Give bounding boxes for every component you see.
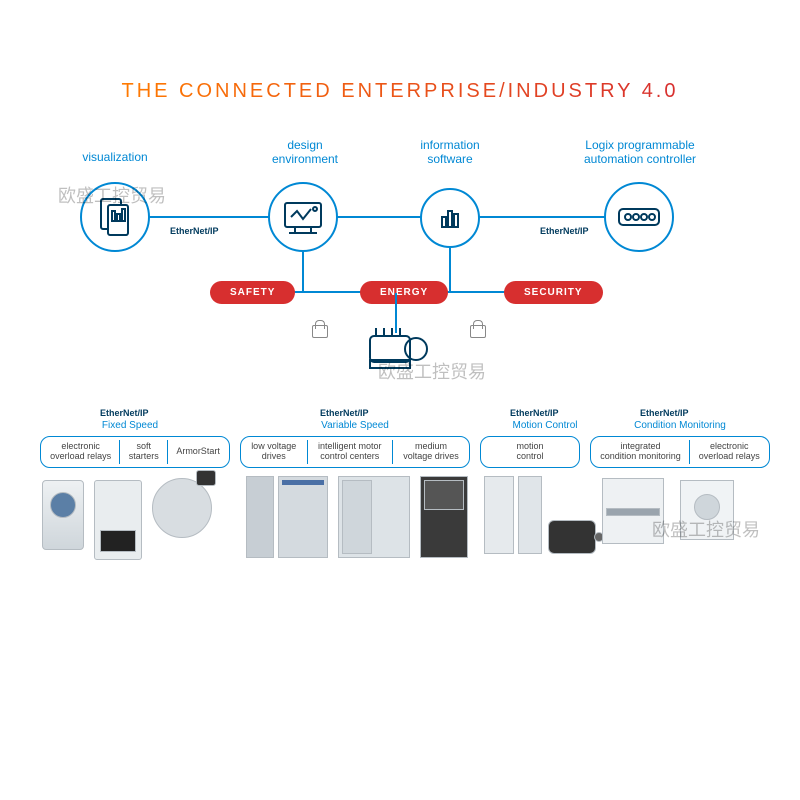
dev6-door — [342, 480, 372, 554]
label-design-env: designenvironment — [255, 138, 355, 167]
dev5 — [278, 476, 328, 558]
dev2-panel — [100, 530, 136, 552]
cat2: Variable Speed — [305, 420, 405, 431]
cat4: Condition Monitoring — [615, 420, 745, 431]
dev5-line — [282, 480, 324, 485]
dev8 — [484, 476, 514, 554]
logix-icon — [604, 182, 674, 252]
dev1-knob — [50, 492, 76, 518]
label-logix: Logix programmableautomation controller — [560, 138, 720, 167]
item-mv-drives: mediumvoltage drives — [397, 440, 465, 464]
item-soft-starter: softstarters — [123, 440, 165, 464]
enet-cat1: EtherNet/IP — [100, 408, 149, 418]
cat1: Fixed Speed — [90, 420, 170, 431]
watermark-2: 欧盛工控贸易 — [378, 358, 486, 384]
item-mcc: intelligent motorcontrol centers — [312, 440, 388, 464]
v-info — [449, 248, 451, 292]
item-overload2: electronicoverload relays — [693, 440, 766, 464]
enet-cat3: EtherNet/IP — [510, 408, 559, 418]
watermark-1: 欧盛工控贸易 — [58, 182, 166, 208]
pill-safety: SAFETY — [210, 281, 295, 304]
box-fixed: electronicoverload relays softstarters A… — [40, 436, 230, 468]
dev10 — [548, 520, 596, 554]
enet-2: EtherNet/IP — [540, 226, 589, 236]
pill-energy: ENERGY — [360, 281, 448, 304]
item-icm: integratedcondition monitoring — [594, 440, 687, 464]
lock-right-icon — [470, 320, 484, 338]
watermark-3: 欧盛工控贸易 — [652, 516, 760, 542]
enet-cat2: EtherNet/IP — [320, 408, 369, 418]
label-info-sw: informationsoftware — [400, 138, 500, 167]
cat3: Motion Control — [495, 420, 595, 431]
box-motion: motioncontrol — [480, 436, 580, 468]
pill-security: SECURITY — [504, 281, 603, 304]
box-variable: low voltagedrives intelligent motorcontr… — [240, 436, 470, 468]
enet-cat4: EtherNet/IP — [640, 408, 689, 418]
dev3 — [152, 478, 212, 538]
item-lv-drives: low voltagedrives — [245, 440, 302, 464]
item-motion: motioncontrol — [510, 440, 549, 464]
dev7-vent — [424, 480, 464, 510]
info-sw-icon — [420, 188, 480, 248]
label-visualization: visualization — [70, 150, 160, 164]
dev4 — [246, 476, 274, 558]
dev9 — [518, 476, 542, 554]
lock-left-icon — [312, 320, 326, 338]
dev3-cap — [196, 470, 216, 486]
box-condition: integratedcondition monitoring electroni… — [590, 436, 770, 468]
top-connector — [120, 216, 670, 218]
design-env-icon — [268, 182, 338, 252]
enet-1: EtherNet/IP — [170, 226, 219, 236]
item-overload-relay: electronicoverload relays — [44, 440, 117, 464]
v-design — [302, 252, 304, 292]
main-title: THE CONNECTED ENTERPRISE/INDUSTRY 4.0 — [0, 80, 800, 103]
dev11-rail — [606, 508, 660, 516]
item-armorstart: ArmorStart — [170, 445, 226, 459]
